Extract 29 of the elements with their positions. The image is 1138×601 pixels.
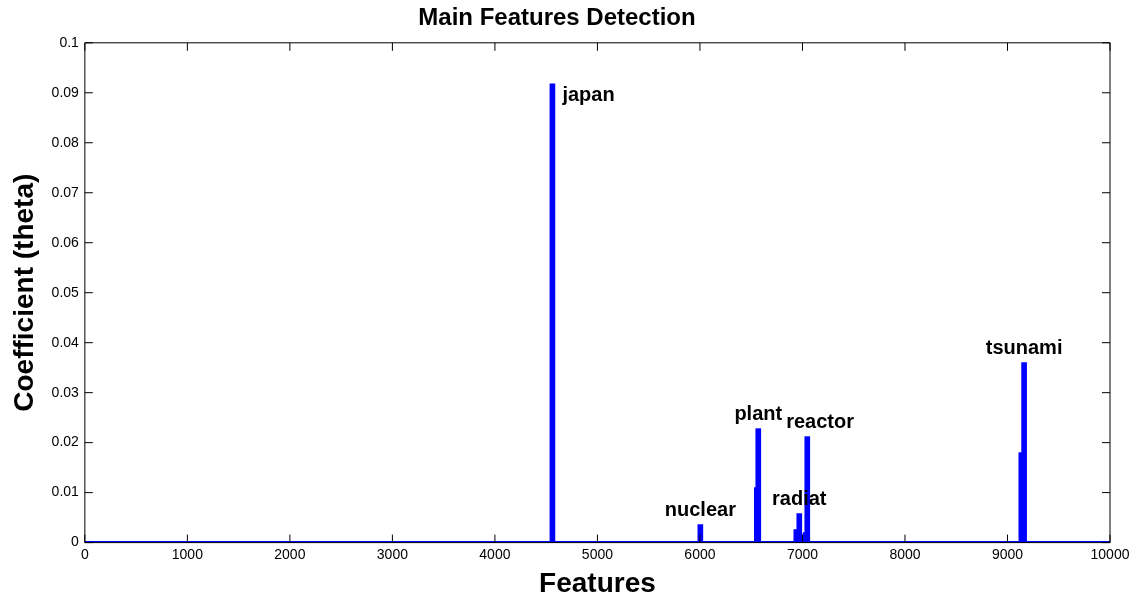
y-axis-title: Coefficient (theta) bbox=[7, 173, 39, 412]
y-tick-label: 0.1 bbox=[59, 33, 80, 50]
x-tick-label: 3000 bbox=[376, 545, 409, 562]
annotation: japan bbox=[561, 83, 615, 106]
annotation: reactor bbox=[786, 410, 855, 433]
y-tick-label: 0.03 bbox=[51, 383, 80, 400]
x-tick-label: 2000 bbox=[274, 545, 306, 562]
y-tick-label: 0.06 bbox=[51, 233, 80, 250]
x-tick-label: 1000 bbox=[171, 545, 204, 562]
x-tick-label: 6000 bbox=[684, 545, 716, 562]
y-tick-label: 0.04 bbox=[51, 333, 80, 350]
y-tick-label: 0.05 bbox=[51, 283, 80, 300]
x-tick-label: 10000 bbox=[1090, 545, 1130, 562]
y-tick-label: 0.01 bbox=[51, 483, 80, 500]
y-tick-label: 0.08 bbox=[51, 133, 80, 150]
annotation: nuclear bbox=[664, 498, 737, 521]
annotation: tsunami bbox=[985, 336, 1063, 359]
x-tick-label: 8000 bbox=[889, 545, 921, 562]
x-tick-label: 7000 bbox=[786, 545, 819, 562]
annotation: plant bbox=[734, 402, 783, 425]
x-tick-label: 5000 bbox=[581, 545, 614, 562]
y-tick-label: 0.09 bbox=[51, 83, 80, 100]
x-tick-label: 9000 bbox=[991, 545, 1024, 562]
x-axis-title: Features bbox=[539, 566, 656, 598]
chart-title: Main Features Detection bbox=[418, 3, 696, 31]
y-tick-label: 0 bbox=[71, 533, 80, 550]
y-tick-label: 0.07 bbox=[51, 183, 80, 200]
y-tick-label: 0.02 bbox=[51, 433, 80, 450]
x-tick-label: 4000 bbox=[479, 545, 511, 562]
